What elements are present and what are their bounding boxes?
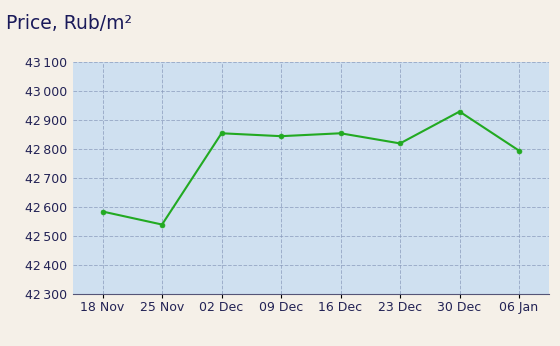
Text: Price, Rub/m²: Price, Rub/m²	[6, 14, 132, 33]
